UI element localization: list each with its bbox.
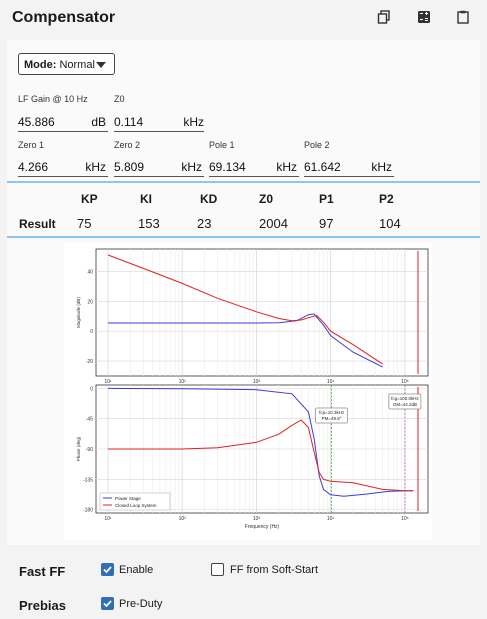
clipboard-icon[interactable] <box>456 10 470 24</box>
result-header-z0: Z0 <box>259 192 274 206</box>
enable-checkbox-label: Enable <box>119 564 154 576</box>
legend-entry: Closed Loop System <box>115 503 157 508</box>
plot-area <box>95 248 429 377</box>
fast-ff-label: Fast FF <box>19 564 66 579</box>
y-tick-label: 0 <box>90 329 93 335</box>
lf-gain-value: 45.886 <box>18 115 55 129</box>
z0-label: Z0 <box>114 94 125 104</box>
page-title: Compensator <box>12 9 116 26</box>
check-icon <box>103 600 112 608</box>
legend-entry: Power Stage <box>115 496 141 501</box>
options-section: Fast FF Enable FF from Soft-Start Prebia… <box>0 548 487 619</box>
header: Compensator <box>0 0 487 38</box>
pole1-field[interactable]: 69.134 kHz <box>209 159 299 177</box>
x-tick-label: 10² <box>179 379 187 385</box>
pole2-field[interactable]: 61.642 kHz <box>304 159 394 177</box>
pole1-label: Pole 1 <box>209 140 235 150</box>
y-tick-label: -20 <box>86 359 93 365</box>
enable-checkbox[interactable] <box>101 563 114 576</box>
x-tick-label: 10¹ <box>104 379 112 385</box>
x-tick-label: 10¹ <box>104 516 112 522</box>
annotation-text: fcg=100.0kHz <box>391 396 419 401</box>
zero2-label: Zero 2 <box>114 140 141 150</box>
zero2-unit: kHz <box>181 160 202 174</box>
calculator-icon[interactable] <box>417 10 431 24</box>
pole2-value: 61.642 <box>304 160 341 174</box>
bode-plot: 40 20 0 -20 10¹ 10² 10³ 10⁴ 10⁵ Magnitude (dB) 0 -4… <box>64 243 432 540</box>
y-axis-label: Magnitude (dB) <box>76 297 81 328</box>
y-tick-label: 0 <box>90 386 93 392</box>
bode-plot-svg: 40 20 0 -20 10¹ 10² 10³ 10⁴ 10⁵ Magnitude (dB) 0 -4… <box>76 248 429 530</box>
annotation-text: GM=44.2dB <box>393 402 417 407</box>
lf-gain-field[interactable]: 45.886 dB <box>18 114 108 132</box>
pole1-unit: kHz <box>276 160 297 174</box>
annotation-text: fcp=10.3kHz <box>319 410 345 415</box>
z0-field[interactable]: 0.114 kHz <box>114 114 204 132</box>
zero1-field[interactable]: 4.266 kHz <box>18 159 108 177</box>
lf-gain-label: LF Gain @ 10 Hz <box>18 94 88 104</box>
chevron-down-icon <box>96 62 106 68</box>
result-header-kd: KD <box>200 192 218 206</box>
pre-duty-checkbox[interactable] <box>101 597 114 610</box>
result-header-p1: P1 <box>319 192 334 206</box>
zero1-label: Zero 1 <box>18 140 45 150</box>
result-value-z0: 2004 <box>259 216 288 231</box>
y-tick-label: -180 <box>83 508 93 514</box>
result-header-p2: P2 <box>379 192 394 206</box>
divider <box>7 181 480 183</box>
annotation-box <box>388 393 422 410</box>
mode-value: Normal <box>59 59 95 71</box>
legend <box>99 492 171 511</box>
lf-gain-unit: dB <box>91 115 106 129</box>
ff-soft-start-label: FF from Soft-Start <box>230 564 319 576</box>
zero1-unit: kHz <box>85 160 106 174</box>
y-tick-label: -45 <box>86 417 93 423</box>
y-axis-label: Phase (deg) <box>76 436 81 461</box>
result-header-ki: KI <box>140 192 152 206</box>
series-line <box>107 387 414 497</box>
x-tick-label: 10³ <box>253 516 261 522</box>
y-tick-label: 40 <box>87 269 93 275</box>
result-value-kd: 23 <box>197 216 212 231</box>
y-tick-label: 20 <box>87 299 93 305</box>
pre-duty-label: Pre-Duty <box>119 598 163 610</box>
pole2-unit: kHz <box>371 160 392 174</box>
series-line <box>108 419 414 492</box>
y-tick-label: -90 <box>86 447 93 453</box>
x-tick-label: 10² <box>179 516 187 522</box>
result-value-p2: 104 <box>379 216 401 231</box>
x-tick-label: 10⁴ <box>327 379 335 385</box>
result-value-kp: 75 <box>77 216 92 231</box>
series-line <box>107 254 383 365</box>
copy-icon[interactable] <box>377 10 391 24</box>
pole1-value: 69.134 <box>209 160 246 174</box>
x-tick-label: 10⁵ <box>401 516 409 522</box>
result-value-ki: 153 <box>138 216 160 231</box>
zero2-field[interactable]: 5.809 kHz <box>114 159 204 177</box>
prebias-label: Prebias <box>19 598 66 613</box>
check-icon <box>103 566 112 574</box>
mode-select[interactable]: Mode: Normal <box>18 53 115 75</box>
y-tick-label: -135 <box>83 477 93 483</box>
ff-soft-start-checkbox[interactable] <box>211 563 224 576</box>
x-tick-label: 10⁵ <box>401 379 409 385</box>
z0-unit: kHz <box>183 115 204 129</box>
x-tick-label: 10⁴ <box>327 516 335 522</box>
zero2-value: 5.809 <box>114 160 145 174</box>
series-line <box>108 313 383 368</box>
x-axis-label: Frequency (Hz) <box>245 524 280 530</box>
divider <box>7 236 480 238</box>
result-value-p1: 97 <box>319 216 334 231</box>
zero1-value: 4.266 <box>18 160 49 174</box>
compensator-panel: Mode: Normal LF Gain @ 10 Hz 45.886 dB Z… <box>7 40 480 545</box>
result-header-kp: KP <box>81 192 98 206</box>
mode-label: Mode: <box>24 59 57 71</box>
result-label: Result <box>19 217 56 231</box>
annotation-box <box>315 407 348 424</box>
annotation-text: PM=49.8° <box>322 416 342 421</box>
z0-value: 0.114 <box>114 115 144 129</box>
pole2-label: Pole 2 <box>304 140 330 150</box>
x-tick-label: 10³ <box>253 379 261 385</box>
